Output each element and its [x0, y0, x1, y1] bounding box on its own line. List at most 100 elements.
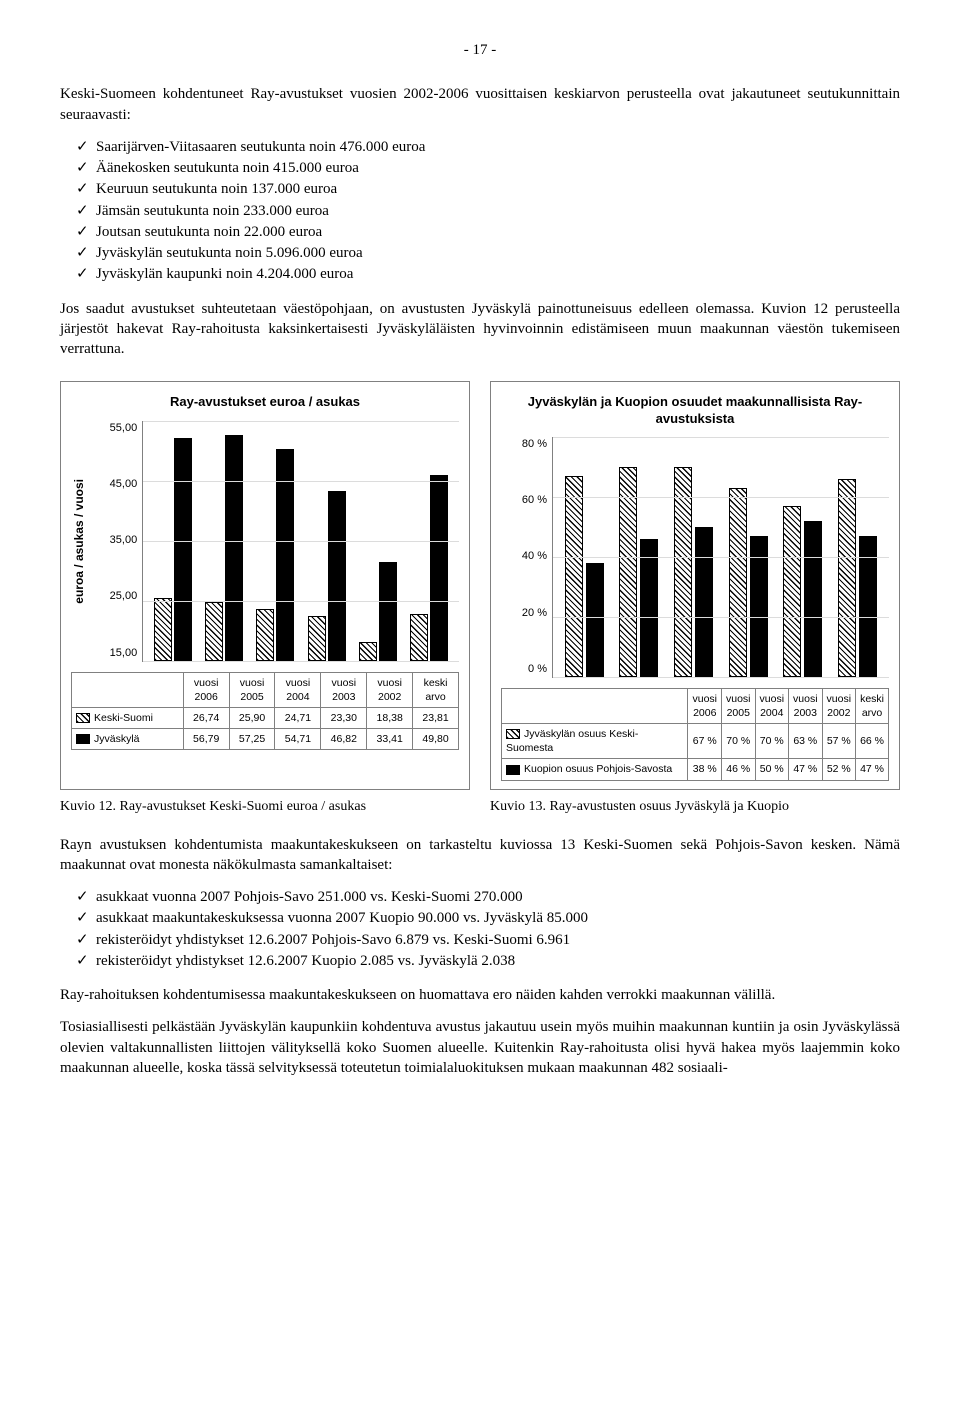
bar [430, 475, 448, 661]
table-corner [72, 672, 184, 707]
lower-list: asukkaat vuonna 2007 Pohjois-Savo 251.00… [60, 887, 900, 971]
bar [729, 488, 747, 677]
table-cell: 49,80 [413, 729, 459, 750]
table-cell: 26,74 [183, 707, 229, 728]
legend-swatch [506, 765, 520, 775]
table-cell: 25,90 [229, 707, 275, 728]
table-cell: 70 % [755, 724, 789, 759]
table-cell: 33,41 [367, 729, 413, 750]
list-item: Äänekosken seutukunta noin 415.000 euroa [60, 158, 900, 178]
series-name: Jyväskylän osuus Keski-Suomesta [506, 728, 638, 754]
chart1-y-label: euroa / asukas / vuosi [71, 479, 87, 604]
list-item: Keuruun seutukunta noin 137.000 euroa [60, 179, 900, 199]
y-tick: 45,00 [110, 477, 138, 492]
chart2-plot-area [552, 437, 889, 678]
chart1-legend-table: vuosi2006vuosi2005vuosi2004vuosi2003vuos… [71, 672, 459, 751]
table-col-header: vuosi2002 [822, 688, 856, 723]
table-corner [502, 688, 688, 723]
bar [225, 435, 243, 660]
list-item: asukkaat vuonna 2007 Pohjois-Savo 251.00… [60, 887, 900, 907]
y-tick: 15,00 [110, 646, 138, 661]
bar [308, 616, 326, 660]
gridline [143, 421, 459, 422]
gridline [143, 661, 459, 662]
bar [674, 467, 692, 677]
series-name: Kuopion osuus Pohjois-Savosta [524, 763, 672, 775]
table-col-header: vuosi2003 [321, 672, 367, 707]
list-item: rekisteröidyt yhdistykset 12.6.2007 Kuop… [60, 951, 900, 971]
gridline [553, 557, 889, 558]
y-tick: 60 % [522, 493, 547, 508]
bar-group [838, 479, 877, 677]
chart1-title: Ray-avustukset euroa / asukas [170, 394, 360, 410]
chart2-legend-table: vuosi2006vuosi2005vuosi2004vuosi2003vuos… [501, 688, 889, 781]
legend-swatch [506, 729, 520, 739]
table-cell: 46,82 [321, 729, 367, 750]
bar [838, 479, 856, 677]
list-item: Jämsän seutukunta noin 233.000 euroa [60, 201, 900, 221]
caption1: Kuvio 12. Ray-avustukset Keski-Suomi eur… [60, 798, 470, 817]
lower-para3: Tosiasiallisesti pelkästään Jyväskylän k… [60, 1017, 900, 1078]
bar-group [154, 438, 192, 661]
chart-ray-avustukset: Ray-avustukset euroa / asukas euroa / as… [60, 381, 470, 789]
table-cell: 47 % [856, 759, 889, 780]
table-cell: 52 % [822, 759, 856, 780]
bar [640, 539, 658, 677]
table-cell: 70 % [722, 724, 756, 759]
table-cell: 38 % [688, 759, 722, 780]
region-list: Saarijärven-Viitasaaren seutukunta noin … [60, 137, 900, 285]
table-cell: 47 % [789, 759, 823, 780]
bar [565, 476, 583, 677]
chart2-title: Jyväskylän ja Kuopion osuudet maakunnall… [501, 394, 889, 427]
caption-row: Kuvio 12. Ray-avustukset Keski-Suomi eur… [60, 798, 900, 817]
bar [154, 598, 172, 661]
legend-swatch [76, 713, 90, 723]
bar-group [674, 467, 713, 677]
series-label: Jyväskylä [72, 729, 184, 750]
bar-group [359, 562, 397, 660]
table-cell: 56,79 [183, 729, 229, 750]
table-col-header: vuosi2003 [789, 688, 823, 723]
list-item: Joutsan seutukunta noin 22.000 euroa [60, 222, 900, 242]
table-cell: 66 % [856, 724, 889, 759]
bar [783, 506, 801, 677]
list-item: rekisteröidyt yhdistykset 12.6.2007 Pohj… [60, 930, 900, 950]
legend-swatch [76, 734, 90, 744]
bar [804, 521, 822, 677]
table-col-header: keskiarvo [413, 672, 459, 707]
table-col-header: keskiarvo [856, 688, 889, 723]
bar [328, 491, 346, 661]
caption2: Kuvio 13. Ray-avustusten osuus Jyväskylä… [490, 798, 900, 817]
bar [256, 609, 274, 661]
table-col-header: vuosi2004 [275, 672, 321, 707]
table-cell: 23,81 [413, 707, 459, 728]
chart2-plot: 80 %60 %40 %20 %0 % [501, 437, 889, 678]
lower-para1: Rayn avustuksen kohdentumista maakuntake… [60, 835, 900, 876]
bar [619, 467, 637, 677]
table-col-header: vuosi2005 [229, 672, 275, 707]
table-cell: 18,38 [367, 707, 413, 728]
list-item: asukkaat maakuntakeskuksessa vuonna 2007… [60, 908, 900, 928]
lower-para2: Ray-rahoituksen kohdentumisessa maakunta… [60, 985, 900, 1005]
series-label: Keski-Suomi [72, 707, 184, 728]
table-cell: 57 % [822, 724, 856, 759]
page-number: - 17 - [60, 40, 900, 60]
list-item: Saarijärven-Viitasaaren seutukunta noin … [60, 137, 900, 157]
bar-group [410, 475, 448, 661]
list-item: Jyväskylän seutukunta noin 5.096.000 eur… [60, 243, 900, 263]
table-col-header: vuosi2005 [722, 688, 756, 723]
charts-row: Ray-avustukset euroa / asukas euroa / as… [60, 381, 900, 789]
table-col-header: vuosi2006 [688, 688, 722, 723]
series-label: Jyväskylän osuus Keski-Suomesta [502, 724, 688, 759]
gridline [143, 481, 459, 482]
table-cell: 50 % [755, 759, 789, 780]
page: - 17 - Keski-Suomeen kohdentuneet Ray-av… [0, 0, 960, 1130]
bar [695, 527, 713, 677]
y-tick: 40 % [522, 549, 547, 564]
bar-group [565, 476, 604, 677]
lower-block: Rayn avustuksen kohdentumista maakuntake… [60, 835, 900, 1079]
gridline [553, 617, 889, 618]
series-name: Jyväskylä [94, 733, 140, 745]
bar-group [205, 435, 243, 660]
table-cell: 54,71 [275, 729, 321, 750]
